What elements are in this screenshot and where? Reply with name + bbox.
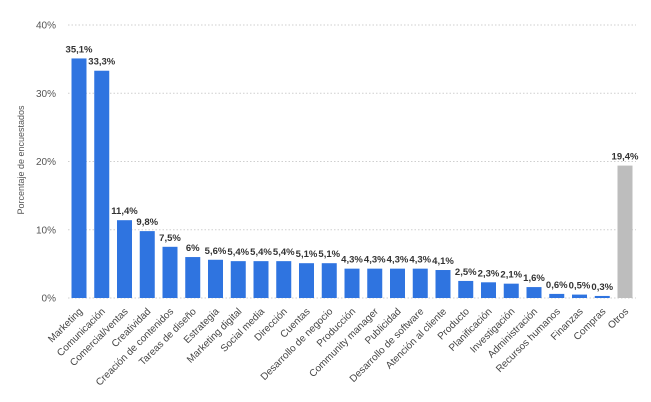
data-labels: 35,1%33,3%11,4%9,8%7,5%6% 5,6% 5,4% 5,4% 5,4… [66,44,639,293]
bar [481,282,496,298]
data-label: 5,1% [318,249,340,260]
bar [139,231,155,298]
y-axis-ticks: 0% 10% 20% 30% 40% [36,21,56,305]
bar [230,261,246,298]
bar [253,261,269,298]
bar [71,58,87,298]
data-label: 4,3% [387,255,409,266]
y-tick-label: 20% [36,157,56,168]
data-label: 0,5% [569,281,591,292]
data-label: 4,1% [432,256,454,267]
data-label: 2,5% [455,267,477,278]
x-axis-labels: MarketingComunicaciónComercial/ventasCre… [46,306,631,389]
data-label: 7,5% [159,233,181,244]
data-label: 5,1% [296,249,318,260]
bar [617,165,633,298]
y-tick-label: 10% [36,225,56,236]
data-label: 9,8% [136,217,158,228]
data-label: 33,3% [88,57,115,68]
bar [208,259,223,298]
data-label: 0,6% [546,280,568,291]
y-tick-label: 0% [42,294,57,305]
data-label: 5,4% [227,247,249,258]
y-tick-label: 30% [36,89,56,100]
data-label: 4,3% [341,255,363,266]
bar [276,261,292,298]
data-label: 2,3% [478,268,500,279]
bar [526,287,542,298]
bar [94,70,110,298]
bar [185,257,201,298]
data-label: 35,1% [66,44,93,55]
y-axis-label: Porcentaje de encuestados [16,105,26,215]
data-label: 19,4% [612,152,639,163]
data-label: 1,6% [523,273,545,284]
data-label: 2,1% [500,270,522,281]
bar [435,270,451,298]
bar [367,268,383,298]
bar [549,293,565,298]
bar [321,263,337,298]
bar [458,280,474,298]
bar [594,295,610,298]
data-label: 0,3% [591,282,613,293]
bar [572,294,587,298]
bars [71,58,633,298]
data-label: 11,4% [111,206,138,217]
bar [412,268,428,298]
data-label: 6% [186,243,200,254]
bar [162,246,178,298]
data-label: 5,4% [273,247,295,258]
data-label: 5,6% [205,246,227,257]
bar [390,268,405,298]
bar [117,220,132,298]
bar [503,283,519,298]
bar [299,263,314,298]
data-label: 5,4% [250,247,272,258]
category-label: Otros [606,306,631,331]
y-tick-label: 40% [36,21,56,32]
bar [344,268,360,298]
data-label: 4,3% [409,255,431,266]
data-label: 4,3% [364,255,386,266]
